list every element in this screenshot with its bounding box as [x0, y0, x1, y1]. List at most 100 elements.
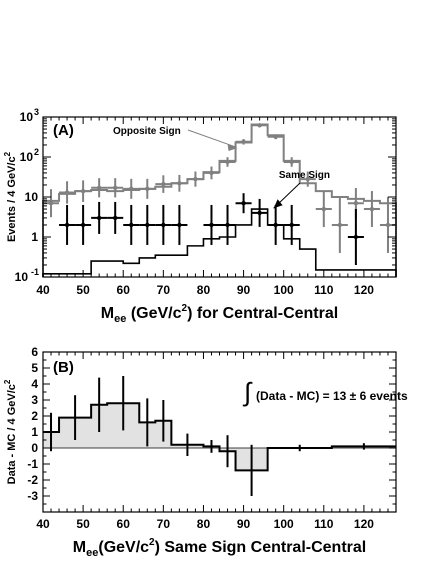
data-marker	[289, 222, 294, 228]
mc-histogram-opposite-sign	[42, 123, 397, 277]
data-point-same-sign	[219, 204, 236, 245]
data-point-opposite-sign	[331, 196, 348, 253]
data-marker	[225, 159, 230, 165]
x-tick-label: 100	[274, 517, 294, 531]
data-point-same-sign	[267, 204, 284, 245]
data-point-opposite-sign	[299, 171, 316, 187]
x-axis-label: Mee (GeV/c2) for Central-Central	[101, 303, 338, 325]
y-tick-label: 5	[31, 361, 38, 375]
data-point-opposite-sign	[187, 171, 204, 187]
data-point-opposite-sign	[283, 157, 300, 167]
y-tick-label: -2	[27, 473, 38, 487]
data-point-opposite-sign	[123, 178, 140, 199]
panel-label: (A)	[53, 122, 74, 139]
data-marker	[225, 222, 230, 228]
y-tick-label: 0	[31, 441, 38, 455]
annotation-opposite-sign: Opposite Sign	[113, 126, 181, 137]
annotation-same-sign: Same Sign	[279, 170, 330, 181]
data-marker	[113, 185, 118, 190]
data-marker	[145, 186, 150, 192]
data-point-same-sign	[155, 204, 172, 245]
data-point-opposite-sign	[59, 181, 76, 204]
data-point-same-sign	[107, 201, 124, 234]
data-marker	[64, 222, 70, 228]
data-point-opposite-sign	[363, 191, 380, 228]
x-tick-label: 110	[314, 517, 334, 531]
data-point-opposite-sign	[235, 138, 252, 145]
data-marker	[177, 181, 182, 186]
panel-label: (B)	[53, 359, 74, 376]
data-point-opposite-sign	[171, 174, 188, 192]
data-marker	[48, 200, 54, 206]
annotation-arrowhead-opposite	[227, 143, 238, 151]
data-point-opposite-sign	[203, 166, 220, 180]
data-marker	[241, 139, 246, 144]
x-tick-label: 80	[197, 517, 211, 531]
data-point-same-sign	[283, 204, 300, 245]
x-tick-label: 120	[354, 517, 374, 531]
difference-fill	[43, 403, 396, 471]
y-tick-label: 10	[20, 110, 34, 124]
data-marker	[257, 123, 262, 128]
x-tick-label: 60	[117, 283, 131, 297]
data-marker	[193, 176, 198, 182]
data-marker	[209, 170, 214, 176]
x-tick-label: 60	[117, 517, 131, 531]
data-marker	[353, 234, 359, 240]
data-point-same-sign	[203, 204, 220, 245]
y-tick-label: -3	[27, 489, 38, 503]
data-marker	[305, 176, 310, 182]
data-marker	[321, 206, 326, 212]
data-point-opposite-sign	[75, 180, 92, 202]
data-marker	[257, 210, 262, 216]
x-tick-label: 110	[314, 283, 334, 297]
data-marker	[96, 185, 102, 190]
x-tick-label: 70	[157, 517, 171, 531]
x-tick-label: 40	[36, 283, 50, 297]
x-tick-label: 50	[76, 283, 90, 297]
data-point-same-sign	[251, 198, 268, 227]
y-axis-label: Data - MC / 4 GeV/c2	[3, 379, 18, 484]
y-tick-label: 10	[15, 270, 29, 284]
y-tick-label: 1	[31, 230, 38, 244]
x-axis-label: Mee(GeV/c2) Same Sign Central-Central	[73, 537, 366, 559]
y-tick-label: -1	[27, 457, 38, 471]
data-point-same-sign	[91, 201, 108, 234]
data-marker	[96, 215, 102, 221]
data-marker	[273, 134, 278, 139]
data-marker	[241, 200, 246, 206]
data-point-opposite-sign	[251, 123, 268, 128]
x-tick-label: 70	[157, 283, 171, 297]
x-tick-label: 40	[36, 517, 50, 531]
data-point-opposite-sign	[91, 178, 108, 198]
x-tick-label: 120	[354, 283, 374, 297]
y-tick-label: 1	[31, 425, 38, 439]
data-marker	[145, 222, 150, 228]
x-tick-label: 100	[274, 283, 294, 297]
x-tick-label: 90	[237, 517, 251, 531]
data-point-same-sign	[75, 204, 92, 245]
y-axis-label: Events / 4 GeV/c2	[3, 151, 18, 242]
annotation-arrowhead-same	[273, 199, 283, 209]
x-tick-label: 90	[237, 283, 251, 297]
data-point-same-sign	[139, 204, 156, 245]
data-marker	[129, 222, 134, 228]
data-marker	[289, 159, 294, 165]
y-tick-label: 2	[31, 409, 38, 423]
data-marker	[209, 222, 214, 228]
y-tick-exponent: 2	[34, 147, 39, 157]
data-marker	[80, 188, 86, 194]
data-marker	[161, 222, 166, 228]
y-tick-label: 10	[25, 190, 39, 204]
integral-annotation: (Data - MC) = 13 ± 6 events	[256, 389, 408, 403]
y-tick-label: 3	[31, 393, 38, 407]
y-tick-label: 10	[20, 150, 34, 164]
x-tick-label: 50	[76, 517, 90, 531]
data-point-same-sign	[171, 204, 188, 245]
data-point-opposite-sign	[315, 191, 332, 228]
data-marker	[385, 222, 391, 228]
data-marker	[273, 222, 278, 228]
data-marker	[177, 222, 182, 228]
